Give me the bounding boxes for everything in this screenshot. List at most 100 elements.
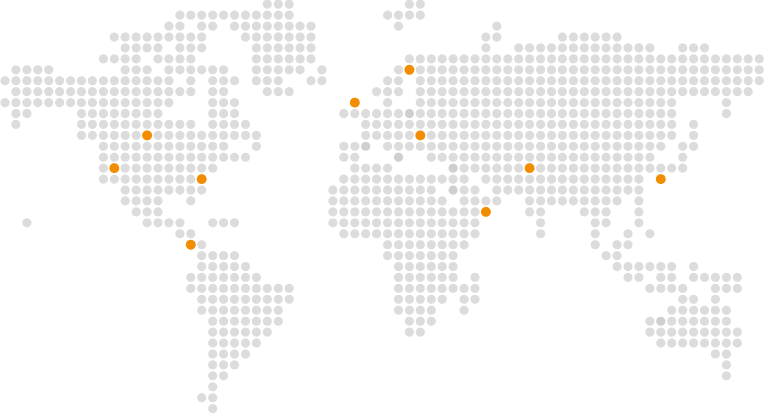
land-dot bbox=[393, 21, 404, 31]
land-dot bbox=[601, 76, 611, 86]
land-dot bbox=[514, 152, 524, 162]
location-dot-icon[interactable] bbox=[415, 130, 426, 141]
location-dot-icon[interactable] bbox=[404, 64, 415, 75]
land-dot bbox=[415, 283, 425, 293]
land-dot bbox=[437, 119, 447, 129]
land-dot bbox=[164, 87, 174, 97]
land-dot bbox=[98, 141, 108, 151]
land-dot bbox=[240, 261, 251, 272]
land-dot bbox=[568, 108, 579, 119]
land-dot bbox=[197, 272, 207, 282]
land-dot bbox=[186, 152, 196, 162]
land-dot bbox=[153, 207, 163, 217]
land-dot bbox=[415, 251, 425, 261]
land-dot bbox=[131, 163, 141, 173]
land-dot bbox=[22, 218, 32, 228]
land-dot bbox=[273, 54, 283, 64]
land-dot bbox=[470, 119, 480, 129]
location-dot-icon[interactable] bbox=[480, 206, 491, 217]
land-dot bbox=[645, 87, 655, 97]
land-dot bbox=[240, 327, 251, 337]
location-dot-icon[interactable] bbox=[142, 130, 153, 141]
land-dot bbox=[612, 43, 622, 53]
land-dot bbox=[120, 54, 130, 64]
land-dot bbox=[208, 108, 218, 119]
land-dot bbox=[481, 119, 491, 129]
land-dot bbox=[208, 382, 218, 392]
location-dot-icon[interactable] bbox=[524, 163, 535, 174]
land-dot bbox=[536, 65, 546, 75]
land-dot bbox=[525, 141, 535, 151]
land-dot bbox=[142, 108, 152, 119]
land-dot bbox=[536, 87, 546, 97]
land-dot bbox=[645, 76, 655, 86]
land-dot bbox=[120, 108, 130, 119]
land-dot bbox=[634, 218, 644, 228]
location-dot-icon[interactable] bbox=[196, 174, 207, 185]
land-dot bbox=[393, 10, 404, 20]
land-dot bbox=[219, 316, 229, 326]
land-dot bbox=[481, 98, 491, 108]
land-dot bbox=[153, 141, 163, 151]
land-dot bbox=[393, 261, 404, 272]
land-dot bbox=[514, 141, 524, 151]
land-dot bbox=[383, 251, 393, 261]
land-dot bbox=[219, 251, 229, 261]
land-dot bbox=[590, 130, 600, 140]
land-dot bbox=[426, 87, 436, 97]
land-dot bbox=[546, 76, 557, 86]
land-dot bbox=[98, 76, 108, 86]
land-dot bbox=[350, 218, 360, 228]
land-dot bbox=[470, 229, 480, 239]
land-dot bbox=[689, 272, 699, 282]
land-dot bbox=[579, 76, 589, 86]
land-dot bbox=[612, 174, 622, 184]
land-dot bbox=[689, 119, 699, 129]
location-dot-icon[interactable] bbox=[185, 239, 196, 250]
land-dot bbox=[98, 98, 108, 108]
land-dot bbox=[186, 54, 196, 64]
land-dot bbox=[470, 87, 480, 97]
land-dot bbox=[590, 218, 600, 228]
land-dot bbox=[262, 283, 272, 293]
land-dot bbox=[667, 119, 677, 129]
land-dot bbox=[448, 87, 458, 97]
land-dot bbox=[459, 196, 469, 206]
land-dot bbox=[437, 207, 447, 217]
land-dot bbox=[208, 371, 218, 381]
land-dot bbox=[568, 174, 579, 184]
land-dot bbox=[219, 65, 229, 75]
land-dot bbox=[361, 207, 371, 217]
land-dot bbox=[383, 174, 393, 184]
location-dot-icon[interactable] bbox=[349, 97, 360, 108]
land-dot bbox=[251, 316, 261, 326]
land-dot bbox=[437, 218, 447, 228]
land-dot bbox=[284, 10, 294, 20]
land-dot bbox=[601, 32, 611, 42]
location-dot-icon[interactable] bbox=[655, 174, 666, 185]
land-dot bbox=[415, 207, 425, 217]
location-dot-icon[interactable] bbox=[109, 163, 120, 174]
land-dot bbox=[142, 76, 152, 86]
land-dot bbox=[656, 327, 666, 337]
land-dot bbox=[579, 130, 589, 140]
land-dot bbox=[426, 185, 436, 195]
land-dot bbox=[372, 130, 382, 140]
land-dot bbox=[186, 130, 196, 140]
land-dot bbox=[732, 283, 742, 293]
land-dot bbox=[667, 87, 677, 97]
land-dot bbox=[645, 163, 655, 173]
land-dot bbox=[219, 10, 229, 20]
land-dot bbox=[262, 87, 272, 97]
land-dot bbox=[404, 196, 414, 206]
land-dot bbox=[492, 87, 502, 97]
land-dot bbox=[186, 87, 196, 97]
land-dot bbox=[710, 76, 721, 86]
land-dot bbox=[383, 76, 393, 86]
land-dot bbox=[393, 229, 404, 239]
land-dot bbox=[350, 174, 360, 184]
land-dot bbox=[383, 98, 393, 108]
land-dot bbox=[98, 119, 108, 129]
land-dot bbox=[437, 294, 447, 304]
